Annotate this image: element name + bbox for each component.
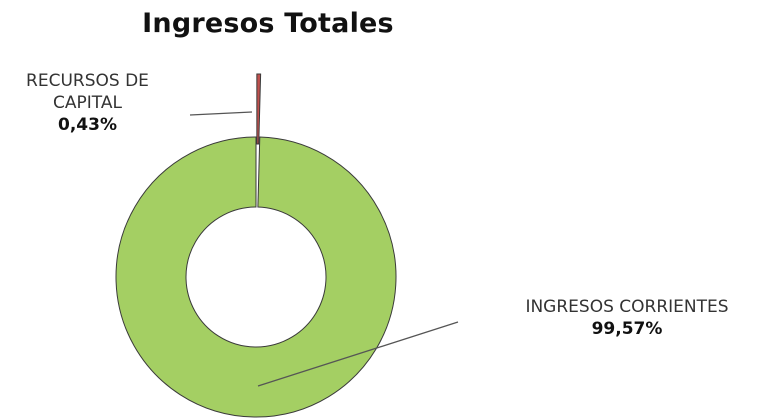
donut-slice-0: [256, 73, 262, 145]
chart-title: Ingresos Totales: [142, 8, 394, 39]
leader-line-capital: [189, 111, 253, 116]
slice-percent-label: 0,43%: [58, 115, 117, 135]
slice-label-line: CAPITAL: [53, 93, 122, 113]
slice-label-recursos-de-capital: RECURSOS DE CAPITAL 0,43%: [0, 70, 175, 136]
slice-percent-label: 99,57%: [591, 319, 663, 339]
donut-slice-1: [115, 136, 397, 418]
slice-label-ingresos-corrientes: INGRESOS CORRIENTES 99,57%: [470, 296, 784, 340]
slice-label-line: RECURSOS DE: [26, 71, 149, 91]
leader-line-corrientes: [257, 321, 459, 387]
slice-label-line: INGRESOS CORRIENTES: [525, 297, 729, 317]
